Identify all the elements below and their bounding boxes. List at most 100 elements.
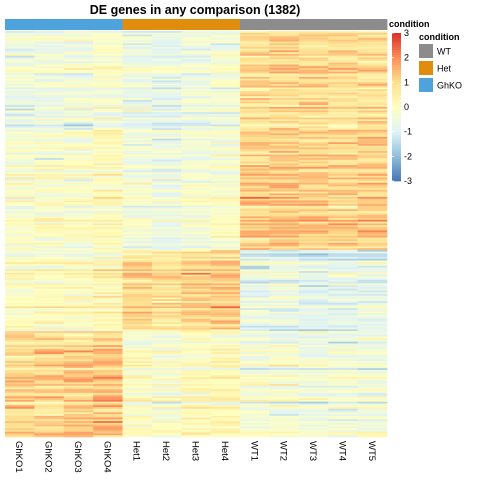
heatmap-cell: [93, 105, 123, 108]
heatmap-cell: [269, 283, 300, 286]
heatmap-cell: [210, 235, 241, 238]
heatmap-cell: [298, 262, 329, 265]
heatmap-cell: [328, 359, 358, 362]
heatmap-cell: [34, 135, 65, 138]
heatmap-cell: [151, 283, 182, 286]
heatmap-cell: [122, 203, 153, 207]
heatmap-cell: [357, 264, 388, 267]
heatmap-cell: [181, 75, 211, 78]
heatmap-cell: [151, 339, 182, 342]
heatmap-cell: [298, 36, 329, 39]
heatmap-cell: [240, 41, 270, 44]
heatmap-cell: [122, 412, 153, 415]
heatmap-cell: [122, 228, 153, 231]
heatmap-cell: [5, 76, 35, 79]
heatmap-cell: [298, 211, 329, 214]
heatmap-cell: [210, 424, 241, 427]
heatmap-cell: [269, 304, 300, 307]
heatmap-cell: [5, 186, 35, 189]
heatmap-cell: [210, 371, 241, 374]
heatmap-cell: [357, 62, 388, 65]
heatmap-cell: [181, 80, 211, 83]
heatmap-cell: [63, 219, 94, 222]
heatmap-cell: [93, 241, 123, 244]
heatmap-cell: [63, 355, 94, 358]
heatmap-cell: [357, 255, 388, 258]
heatmap-cell: [93, 145, 123, 148]
heatmap-cell: [93, 320, 123, 323]
heatmap-cell: [298, 76, 329, 79]
heatmap-cell: [5, 59, 35, 62]
heatmap-cell: [122, 82, 153, 85]
heatmap-cell: [122, 299, 153, 302]
heatmap-cell: [357, 221, 388, 224]
heatmap-cell: [151, 435, 182, 438]
heatmap-cell: [240, 295, 270, 298]
heatmap-cell: [269, 76, 300, 79]
heatmap-cell: [181, 163, 211, 166]
heatmap-cell: [210, 105, 241, 108]
heatmap-cell: [328, 361, 358, 364]
heatmap-cell: [269, 408, 300, 411]
heatmap-cell: [181, 112, 211, 115]
heatmap-cell: [93, 129, 123, 132]
heatmap-cell: [357, 154, 388, 157]
heatmap-cell: [151, 170, 182, 173]
heatmap-cell: [298, 94, 329, 97]
heatmap-cell: [63, 278, 94, 281]
heatmap-cell: [240, 149, 270, 152]
heatmap-cell: [328, 112, 358, 115]
heatmap-cell: [93, 151, 123, 154]
heatmap-cell: [122, 92, 153, 95]
heatmap-cell: [34, 221, 65, 224]
heatmap-cell: [93, 417, 123, 420]
heatmap-cell: [298, 188, 329, 191]
heatmap-cell: [93, 389, 123, 392]
heatmap-cell: [181, 241, 211, 244]
heatmap-cell: [269, 264, 300, 267]
heatmap-cell: [298, 68, 329, 71]
heatmap-cell: [240, 346, 270, 350]
heatmap-cell: [210, 117, 241, 120]
annotation-cell-WT5: [357, 19, 388, 30]
heatmap-cell: [93, 80, 123, 83]
heatmap-cell: [269, 255, 300, 258]
heatmap-cell: [328, 193, 358, 196]
heatmap-cell: [5, 431, 35, 434]
color-scale-segment: [392, 97, 401, 100]
heatmap-cell: [210, 276, 241, 279]
heatmap-cell: [151, 249, 182, 252]
heatmap-cell: [328, 255, 358, 258]
heatmap-cell: [122, 133, 153, 136]
heatmap-cell: [122, 55, 153, 58]
heatmap-cell: [210, 339, 241, 342]
heatmap-cell: [93, 87, 123, 90]
heatmap-cell: [240, 422, 270, 425]
heatmap-cell: [34, 304, 65, 307]
heatmap-cell: [181, 398, 211, 401]
heatmap-cell: [328, 384, 358, 387]
heatmap-cell: [5, 232, 35, 235]
heatmap-cell: [328, 209, 358, 212]
annotation-cell-GhKO3: [63, 19, 94, 30]
heatmap-cell: [63, 198, 94, 201]
color-scale-segment: [392, 136, 401, 140]
heatmap-cell: [63, 271, 94, 274]
heatmap-cell: [181, 68, 211, 71]
heatmap-cell: [328, 431, 358, 434]
heatmap-cell: [210, 46, 241, 49]
heatmap-cell: [298, 179, 329, 182]
heatmap-cell: [93, 214, 123, 217]
heatmap-cell: [210, 267, 241, 270]
heatmap-cell: [63, 272, 94, 275]
heatmap-cell: [63, 205, 94, 208]
heatmap-cell: [357, 136, 388, 139]
heatmap-cell: [122, 41, 153, 44]
heatmap-cell: [298, 295, 329, 298]
heatmap-cell: [181, 232, 211, 235]
heatmap-cell: [298, 115, 329, 118]
heatmap-cell: [63, 152, 94, 155]
heatmap-cell: [298, 119, 329, 122]
heatmap-cell: [181, 124, 211, 127]
heatmap-cell: [151, 62, 182, 65]
